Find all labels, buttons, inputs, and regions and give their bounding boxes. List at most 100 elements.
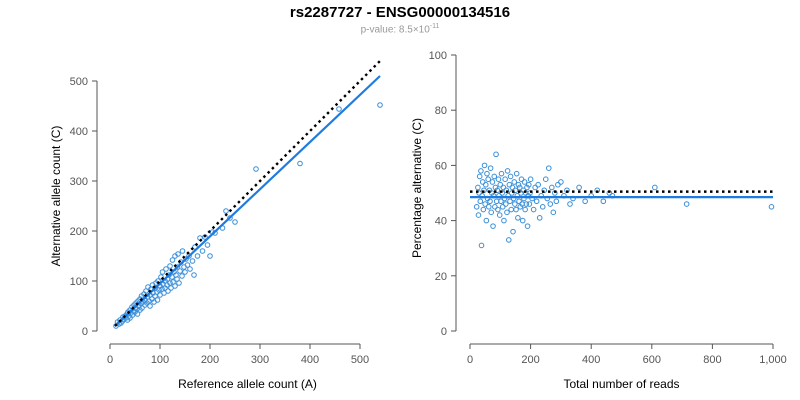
- data-point: [488, 209, 495, 216]
- data-point: [184, 262, 191, 268]
- data-point: [567, 201, 573, 207]
- y-axis-title: Alternative allele count (C): [49, 126, 63, 267]
- data-point: [506, 181, 513, 188]
- data-point: [199, 248, 206, 254]
- data-point: [516, 198, 522, 205]
- data-point: [167, 263, 173, 269]
- data-point: [477, 198, 484, 205]
- data-point: [490, 223, 496, 229]
- y-tick-label: 0: [441, 326, 447, 338]
- data-point: [497, 181, 504, 188]
- data-point: [167, 280, 173, 286]
- data-point: [475, 212, 482, 218]
- data-point: [542, 176, 549, 182]
- x-tick-label: 300: [251, 354, 269, 366]
- x-tick-label: 800: [703, 354, 721, 366]
- data-point: [507, 198, 513, 205]
- data-point: [176, 280, 182, 286]
- data-point: [502, 201, 509, 207]
- allele-count-chart: 0 100 200 300 400 500 0 100 200 300 400 500 Referenc…: [49, 60, 383, 391]
- data-point: [179, 248, 186, 254]
- data-point: [523, 201, 530, 207]
- data-point: [473, 204, 480, 210]
- x-tick-label: 200: [521, 354, 539, 366]
- data-point: [558, 179, 564, 185]
- data-point: [165, 288, 171, 294]
- x-axis-title: Reference allele count (A): [178, 377, 317, 391]
- data-point: [177, 268, 183, 274]
- data-point: [512, 201, 518, 207]
- data-point: [582, 198, 588, 205]
- y-tick-label: 60: [435, 160, 447, 172]
- data-point: [253, 166, 259, 172]
- data-point: [484, 170, 490, 177]
- data-point: [169, 257, 176, 263]
- data-point: [547, 201, 554, 207]
- data-point: [194, 253, 201, 259]
- y-tick-label: 0: [82, 326, 88, 338]
- data-point: [187, 266, 193, 272]
- percentage-alternative-chart: 0 200 400 600 800 1,000 0 20 40 60 80 100 Total numb…: [410, 50, 787, 391]
- data-point: [499, 204, 506, 210]
- p-value-text: p-value: 8.5×10: [360, 24, 430, 36]
- data-point: [494, 187, 501, 194]
- data-point: [482, 201, 488, 207]
- data-point: [163, 266, 169, 272]
- data-point: [186, 253, 192, 259]
- data-point: [683, 201, 690, 207]
- data-point: [504, 209, 510, 216]
- data-point: [227, 215, 233, 221]
- x-tick-label: 400: [301, 354, 319, 366]
- data-point: [518, 176, 525, 182]
- data-point: [505, 237, 512, 243]
- data-point: [536, 215, 543, 221]
- data-point: [510, 228, 516, 235]
- y-tick-label: 500: [70, 76, 88, 88]
- chart-title: rs2287727 - ENSG00000134516: [289, 4, 511, 21]
- data-point: [512, 187, 519, 194]
- x-tick-label: 1,000: [759, 354, 787, 366]
- data-point: [158, 274, 164, 280]
- data-point: [504, 168, 511, 174]
- fit-line: [114, 75, 381, 327]
- p-value-exponent: -11: [429, 23, 440, 30]
- data-point: [478, 242, 485, 249]
- x-axis-title: Total number of reads: [563, 377, 679, 391]
- data-point: [476, 190, 482, 196]
- data-point: [652, 184, 658, 191]
- data-point: [172, 283, 178, 289]
- data-point: [549, 184, 555, 191]
- data-point: [191, 272, 197, 278]
- x-tick-label: 500: [351, 354, 369, 366]
- data-point: [508, 206, 515, 213]
- data-point: [530, 206, 537, 213]
- y-tick-label: 40: [435, 216, 447, 228]
- data-point: [134, 311, 141, 317]
- data-point: [495, 206, 501, 213]
- x-tick-label: 400: [582, 354, 600, 366]
- data-point: [576, 184, 582, 191]
- data-point: [483, 217, 490, 224]
- data-point: [515, 181, 522, 188]
- data-point: [493, 151, 499, 158]
- y-tick-label: 20: [435, 271, 447, 283]
- data-point: [511, 179, 518, 185]
- data-point: [479, 179, 486, 185]
- data-point: [515, 215, 521, 221]
- data-point: [480, 206, 487, 213]
- data-point: [179, 273, 185, 279]
- x-tick-label: 200: [201, 354, 219, 366]
- data-point: [521, 179, 528, 185]
- data-point: [139, 305, 145, 311]
- data-point: [489, 179, 496, 185]
- x-tick-label: 0: [467, 354, 473, 366]
- data-point: [487, 165, 494, 171]
- data-point: [491, 173, 498, 180]
- data-point: [509, 184, 516, 191]
- data-point: [555, 181, 561, 188]
- data-point: [519, 217, 526, 224]
- data-point: [154, 297, 161, 303]
- data-point: [182, 269, 188, 275]
- data-point: [527, 176, 534, 182]
